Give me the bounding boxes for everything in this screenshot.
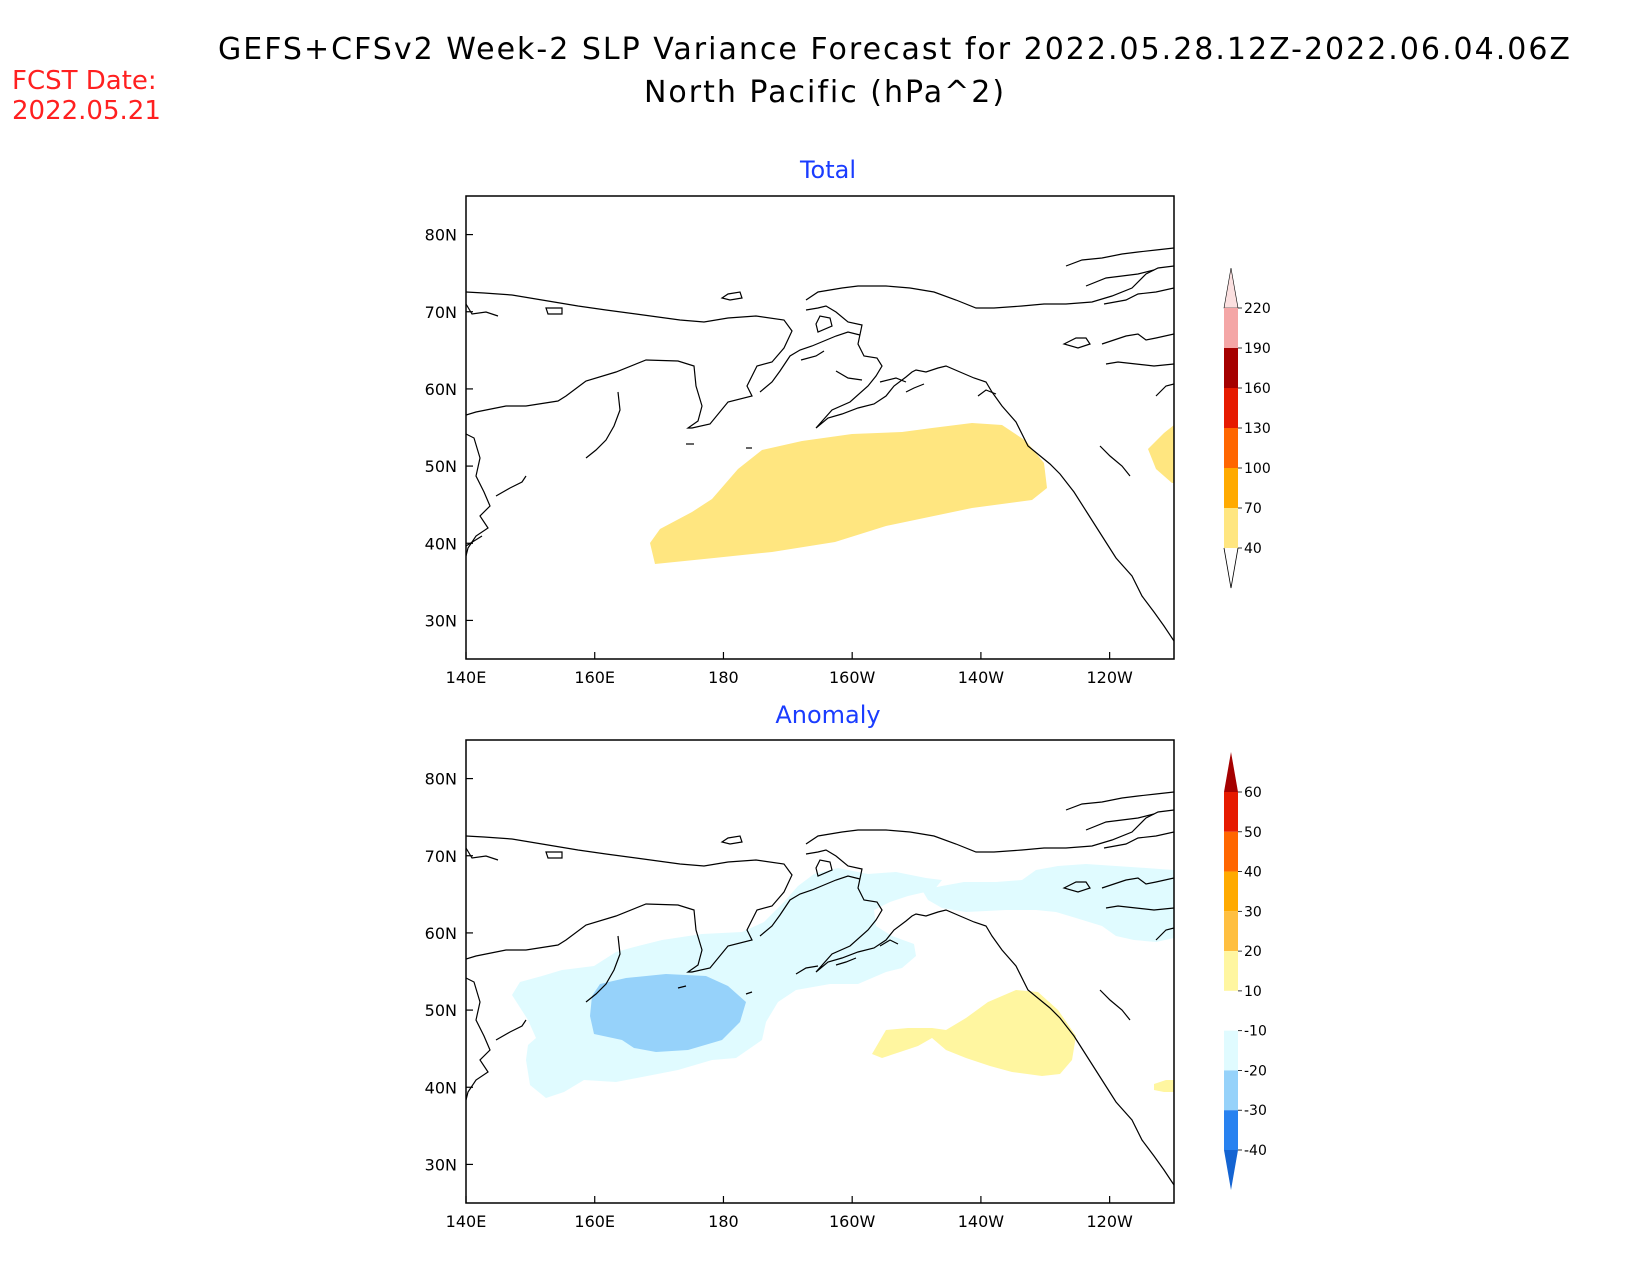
- colorbar-box: [1224, 831, 1238, 872]
- lat-tick-label: 50N: [425, 1001, 457, 1020]
- colorbar-label: 130: [1244, 421, 1271, 437]
- colorbar-label: 40: [1244, 541, 1262, 557]
- anomaly-shade-10-20: [872, 990, 1076, 1076]
- main-title: GEFS+CFSv2 Week-2 SLP Variance Forecast …: [218, 32, 1572, 67]
- colorbar-box: [1224, 308, 1238, 348]
- total-axis-ticks: 80N 70N 60N 50N 40N 30N 140E 160E 180 160W 140W 120…: [425, 226, 1133, 687]
- forecast-date-label: FCST Date:: [12, 66, 157, 96]
- colorbar-cap-bottom: [1223, 547, 1239, 589]
- anomaly-map-frame: [465, 739, 1175, 1204]
- colorbar-cap-top: [1224, 752, 1238, 792]
- lon-tick-label: 160E: [574, 668, 615, 687]
- lat-tick-label: 80N: [425, 226, 457, 245]
- total-colorbar: 40 70 100 130 160 190 220: [1223, 267, 1271, 589]
- total-shade-40-70-east: [1148, 425, 1174, 483]
- colorbar-cap-bottom: [1224, 1150, 1238, 1190]
- colorbar-box: [1224, 348, 1238, 388]
- colorbar-box: [1224, 428, 1238, 468]
- anomaly-shade-neg10-20-east: [922, 864, 1174, 942]
- colorbar-label: 160: [1244, 381, 1271, 397]
- colorbar-box: [1224, 508, 1238, 548]
- colorbar-label: 60: [1244, 785, 1262, 801]
- anomaly-shade-10-20-east: [1154, 1080, 1174, 1092]
- colorbar-cap-top: [1223, 267, 1239, 309]
- lon-tick-label: 140W: [958, 668, 1005, 687]
- colorbar-box: [1224, 951, 1238, 991]
- panel-title-anomaly: Anomaly: [775, 701, 880, 729]
- lat-tick-label: 60N: [425, 380, 457, 399]
- lon-tick-label: 180: [708, 668, 739, 687]
- colorbar-label: 10: [1244, 984, 1262, 1000]
- colorbar-box: [1224, 911, 1238, 952]
- lon-tick-label: 120W: [1086, 668, 1133, 687]
- lon-tick-label: 160W: [829, 668, 876, 687]
- lat-tick-label: 70N: [425, 847, 457, 866]
- anomaly-map: 80N 70N 60N 50N 40N 30N 140E 160E 180 160W 140W 120…: [425, 739, 1175, 1231]
- lat-tick-label: 30N: [425, 611, 457, 630]
- lat-tick-label: 40N: [425, 534, 457, 553]
- colorbar-box: [1224, 871, 1238, 912]
- lon-tick-label: 140E: [446, 1212, 487, 1231]
- subtitle: North Pacific (hPa^2): [643, 75, 1007, 110]
- lat-tick-label: 80N: [425, 770, 457, 789]
- colorbar-label: 30: [1244, 904, 1262, 920]
- colorbar-label: 20: [1244, 944, 1262, 960]
- colorbar-label: -10: [1244, 1024, 1267, 1040]
- colorbar-box: [1224, 1110, 1238, 1150]
- lon-tick-label: 140E: [446, 668, 487, 687]
- colorbar-label: -40: [1244, 1143, 1267, 1159]
- colorbar-box: [1224, 468, 1238, 508]
- anomaly-axis-ticks: 80N 70N 60N 50N 40N 30N 140E 160E 180 160W 140W 120…: [425, 770, 1133, 1231]
- colorbar-box: [1224, 792, 1238, 832]
- colorbar-label: 220: [1244, 301, 1271, 317]
- colorbar-label: 40: [1244, 865, 1262, 881]
- colorbar-box: [1224, 1030, 1238, 1071]
- lon-tick-label: 160W: [829, 1212, 876, 1231]
- lon-tick-label: 160E: [574, 1212, 615, 1231]
- colorbar-label: 70: [1244, 501, 1262, 517]
- colorbar-box: [1224, 1070, 1238, 1111]
- lat-tick-label: 30N: [425, 1155, 457, 1174]
- colorbar-label: -30: [1244, 1103, 1267, 1119]
- coastlines: [466, 791, 1174, 1186]
- total-shade-40-70: [650, 423, 1047, 564]
- coastlines: [466, 247, 1174, 642]
- colorbar-label: 100: [1244, 461, 1271, 477]
- lat-tick-label: 70N: [425, 303, 457, 322]
- lon-tick-label: 140W: [958, 1212, 1005, 1231]
- colorbar-box: [1224, 388, 1238, 428]
- anomaly-shade-neg10-20: [512, 868, 942, 1098]
- anomaly-colorbar: 60 50 40 30 20 10 -10 -20 -30 -40: [1224, 752, 1267, 1190]
- total-map: 80N 70N 60N 50N 40N 30N 140E 160E 180 160W 140W 120…: [425, 195, 1175, 687]
- colorbar-box: [1224, 990, 1238, 1031]
- lon-tick-label: 180: [708, 1212, 739, 1231]
- lat-tick-label: 60N: [425, 924, 457, 943]
- colorbar-label: 190: [1244, 341, 1271, 357]
- panel-title-total: Total: [799, 156, 856, 184]
- lat-tick-label: 50N: [425, 457, 457, 476]
- forecast-date-value: 2022.05.21: [12, 96, 161, 126]
- colorbar-label: -20: [1244, 1063, 1267, 1079]
- lon-tick-label: 120W: [1086, 1212, 1133, 1231]
- total-map-frame: [465, 195, 1175, 660]
- lat-tick-label: 40N: [425, 1078, 457, 1097]
- colorbar-label: 50: [1244, 825, 1262, 841]
- anomaly-shade-neg20-30: [590, 974, 746, 1052]
